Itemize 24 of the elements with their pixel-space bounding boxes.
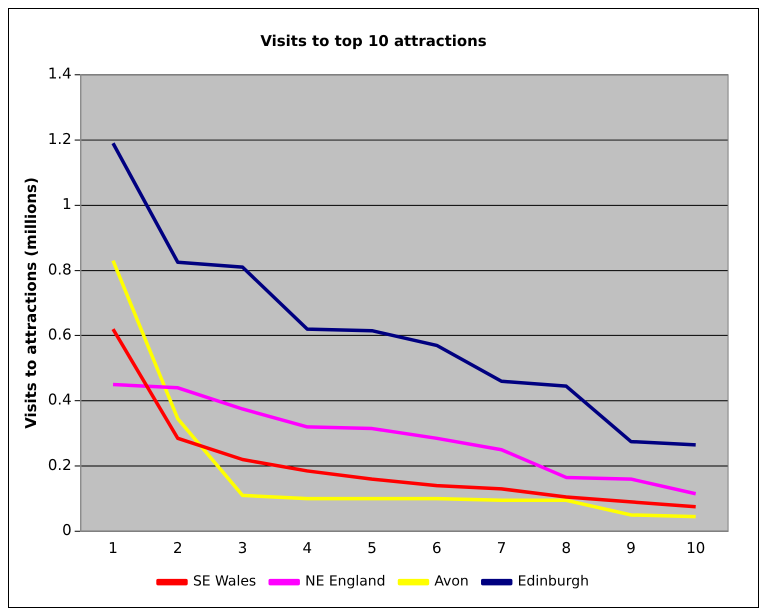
x-tick-label: 9: [626, 539, 636, 558]
y-tick-label: 1.4: [48, 64, 72, 83]
x-tick-label: 1: [108, 539, 118, 558]
chart-title: Visits to top 10 attractions: [260, 32, 487, 50]
x-tick-label: 5: [367, 539, 377, 558]
legend-label: SE Wales: [192, 574, 256, 590]
x-tick-label: 7: [496, 539, 506, 558]
x-tick-label: 10: [686, 539, 706, 558]
y-tick-label: 1: [62, 195, 72, 214]
y-tick-label: 1.2: [48, 130, 72, 148]
x-tick-label: 4: [302, 539, 312, 558]
y-axis-title: Visits to attractions (millions): [22, 177, 40, 429]
legend-label: NE England: [305, 574, 386, 590]
x-tick-label: 3: [238, 539, 248, 558]
y-tick-label: 0.6: [48, 326, 72, 344]
y-tick-label: 0: [62, 521, 72, 540]
legend-label: Edinburgh: [518, 574, 589, 590]
y-tick-label: 0.2: [48, 456, 72, 474]
x-tick-label: 2: [173, 539, 183, 558]
legend-label: Avon: [434, 574, 469, 590]
y-tick-label: 0.4: [48, 390, 72, 409]
x-tick-label: 6: [432, 539, 442, 558]
x-tick-label: 8: [561, 539, 571, 558]
y-tick-label: 0.8: [48, 260, 72, 278]
